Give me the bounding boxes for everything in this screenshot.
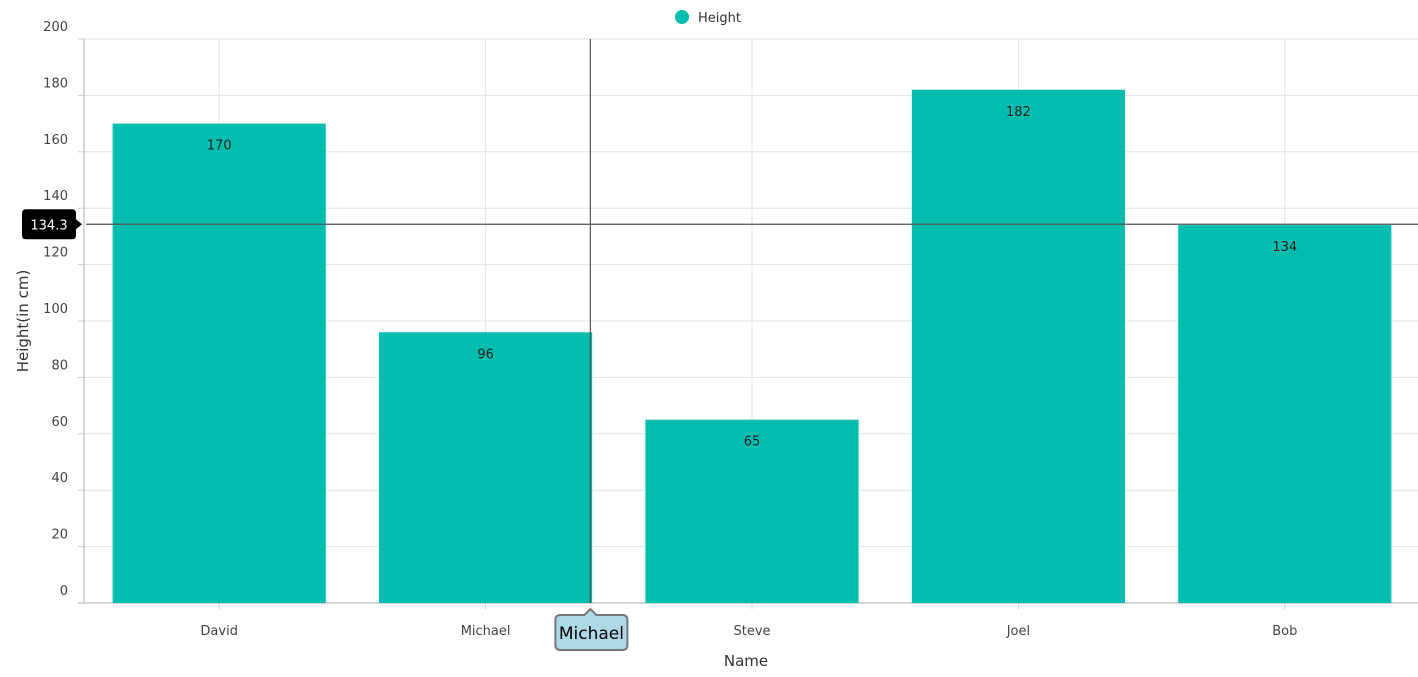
y-tick-label: 20 [51,528,68,543]
x-tick-label-steve: Steve [733,624,770,639]
x-tick-label-joel: Joel [1006,624,1030,639]
bar-david[interactable] [112,123,326,603]
y-tick-label: 200 [43,20,68,35]
y-tick-label: 100 [43,302,68,317]
y-tick-label: 80 [51,358,68,373]
x-tick-label-david: David [200,624,238,639]
data-labels: 170 96 65 182 134 [207,105,1297,450]
legend-marker[interactable] [675,10,689,24]
data-label-bob: 134 [1272,240,1297,255]
legend[interactable]: Height [675,10,741,26]
crosshair-y-tooltip [22,209,82,240]
y-tick-label: 140 [43,189,68,204]
legend-item-height[interactable]: Height [698,11,741,26]
y-tick-label: 0 [60,584,68,599]
crosshair: 134.3 Michael [22,39,1418,651]
crosshair-x-value: Michael [559,624,624,644]
crosshair-y-value: 134.3 [30,218,67,233]
y-axis-title: Height(in cm) [14,270,32,373]
x-tick-label-bob: Bob [1272,624,1297,639]
bar-michael[interactable] [379,332,593,603]
y-tick-label: 120 [43,246,68,261]
y-tick-label: 180 [43,76,68,91]
data-label-joel: 182 [1006,105,1031,120]
bar-series [112,89,1392,603]
x-axis-title: Name [724,652,768,670]
data-label-david: 170 [207,139,232,154]
bar-steve[interactable] [645,419,859,603]
y-tick-label: 60 [51,415,68,430]
x-tick-label-michael: Michael [461,624,511,639]
crosshair-x-tooltip [554,607,629,651]
bar-joel[interactable] [911,89,1125,603]
data-label-michael: 96 [477,347,494,362]
y-tick-label: 160 [43,133,68,148]
y-tick-label: 40 [51,471,68,486]
data-label-steve: 65 [744,435,761,450]
bar-bob[interactable] [1178,225,1392,603]
